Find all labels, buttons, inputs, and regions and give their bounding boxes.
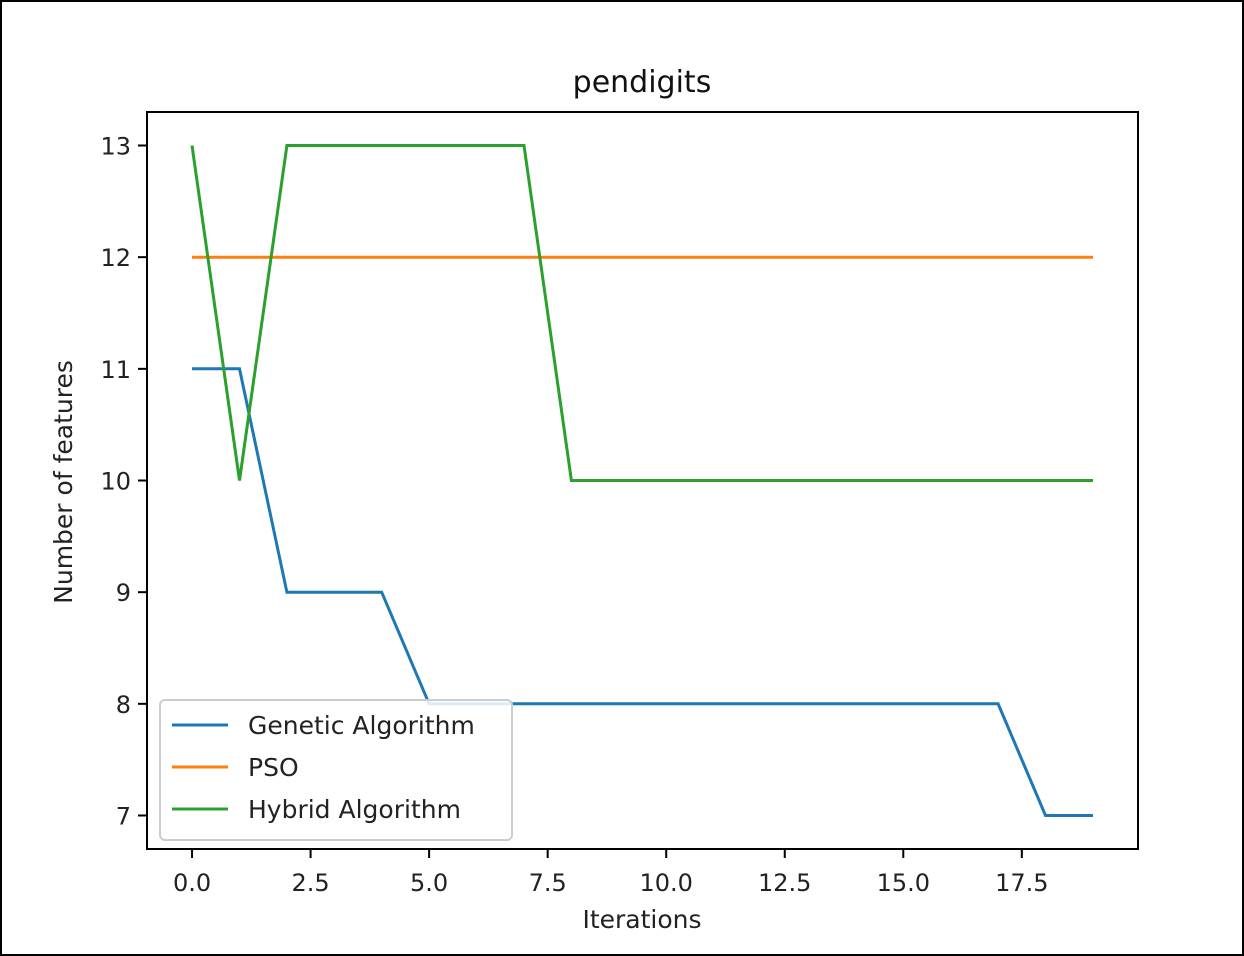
- x-axis-title: Iterations: [582, 905, 701, 934]
- legend-box: [159, 699, 513, 841]
- x-tick-label: 2.5: [292, 869, 330, 897]
- y-tick-label: 13: [100, 133, 131, 161]
- plot-area: [146, 111, 1139, 850]
- y-tick-label: 8: [116, 691, 131, 719]
- legend-label-0: Genetic Algorithm: [248, 711, 475, 740]
- chart-title: pendigits: [573, 65, 712, 100]
- legend-label-1: PSO: [248, 753, 299, 782]
- x-tick-label: 5.0: [410, 869, 448, 897]
- y-tick-label: 12: [100, 244, 131, 272]
- y-tick-label: 10: [100, 468, 131, 496]
- legend: Genetic Algorithm PSO Hybrid Algorithm: [159, 699, 513, 841]
- y-axis: 7 8 9 10 11 12 13: [100, 133, 147, 831]
- series-line-0: [192, 367, 1093, 817]
- x-tick-label: 12.5: [758, 869, 811, 897]
- y-tick-label: 11: [100, 356, 131, 384]
- series-line-2: [190, 144, 1093, 482]
- y-axis-title: Number of features: [49, 360, 78, 604]
- x-axis: 0.0 2.5 5.0 7.5 10.0 12.5 15.0 17.5: [173, 849, 1049, 897]
- x-tick-label: 7.5: [529, 869, 567, 897]
- y-tick-label: 7: [116, 803, 131, 831]
- x-tick-label: 10.0: [639, 869, 692, 897]
- y-tick-label: 9: [116, 579, 131, 607]
- legend-label-2: Hybrid Algorithm: [248, 795, 461, 824]
- x-tick-label: 17.5: [995, 869, 1048, 897]
- x-tick-label: 0.0: [173, 869, 211, 897]
- x-tick-label: 15.0: [877, 869, 930, 897]
